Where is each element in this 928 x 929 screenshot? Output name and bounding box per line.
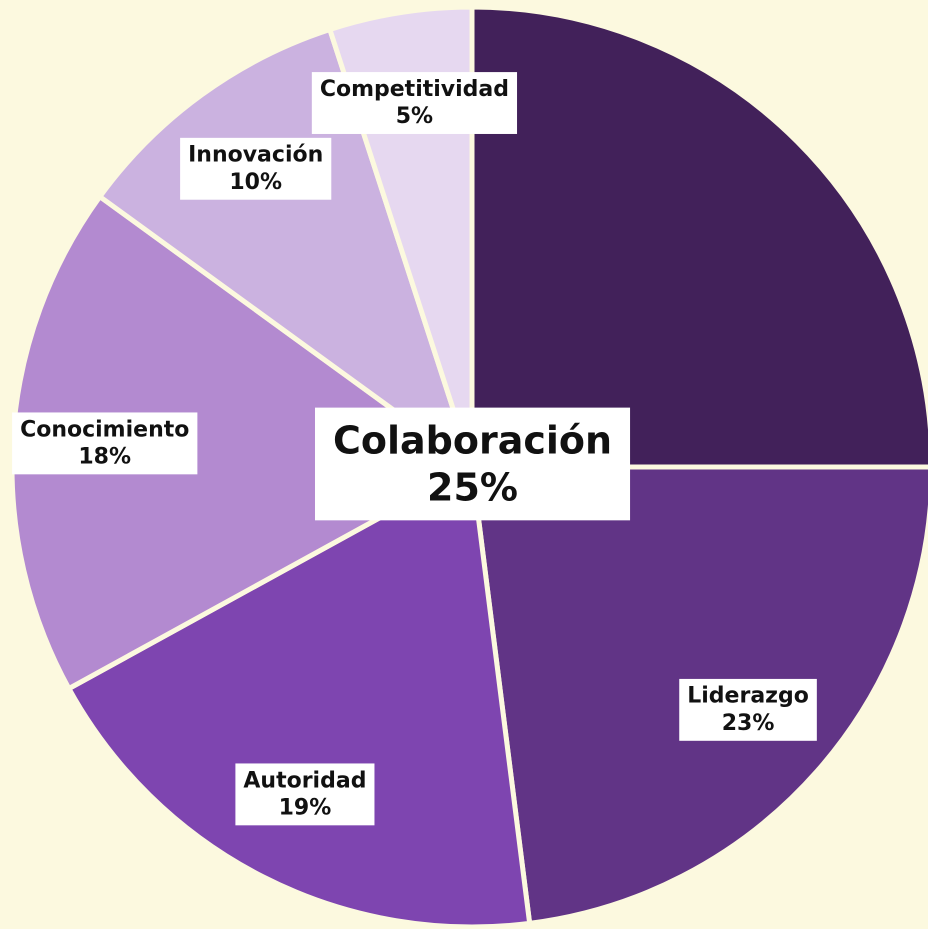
value-label: 18% bbox=[78, 445, 131, 470]
label-box bbox=[679, 678, 817, 741]
category-label: Competitividad bbox=[320, 77, 509, 102]
category-label: Innovación bbox=[188, 143, 323, 168]
category-label: Conocimiento bbox=[20, 417, 189, 442]
pie-slice bbox=[469, 4, 928, 470]
slice-label: Conocimiento 18% bbox=[12, 412, 198, 475]
value-label: 25% bbox=[427, 466, 518, 510]
value-label: 19% bbox=[279, 796, 332, 821]
label-box bbox=[12, 412, 198, 475]
label-box bbox=[311, 72, 518, 134]
slice-label: Autoridad 19% bbox=[235, 763, 375, 826]
value-label: 5% bbox=[396, 104, 433, 129]
pie-slice bbox=[65, 463, 533, 929]
label-box bbox=[180, 137, 332, 200]
category-label: Autoridad bbox=[243, 768, 366, 793]
category-label: Liderazgo bbox=[687, 684, 809, 709]
category-label: Colaboración bbox=[333, 418, 612, 462]
value-label: 10% bbox=[229, 170, 282, 195]
label-box bbox=[235, 763, 375, 826]
value-label: 23% bbox=[722, 711, 775, 736]
label-box bbox=[314, 407, 631, 521]
